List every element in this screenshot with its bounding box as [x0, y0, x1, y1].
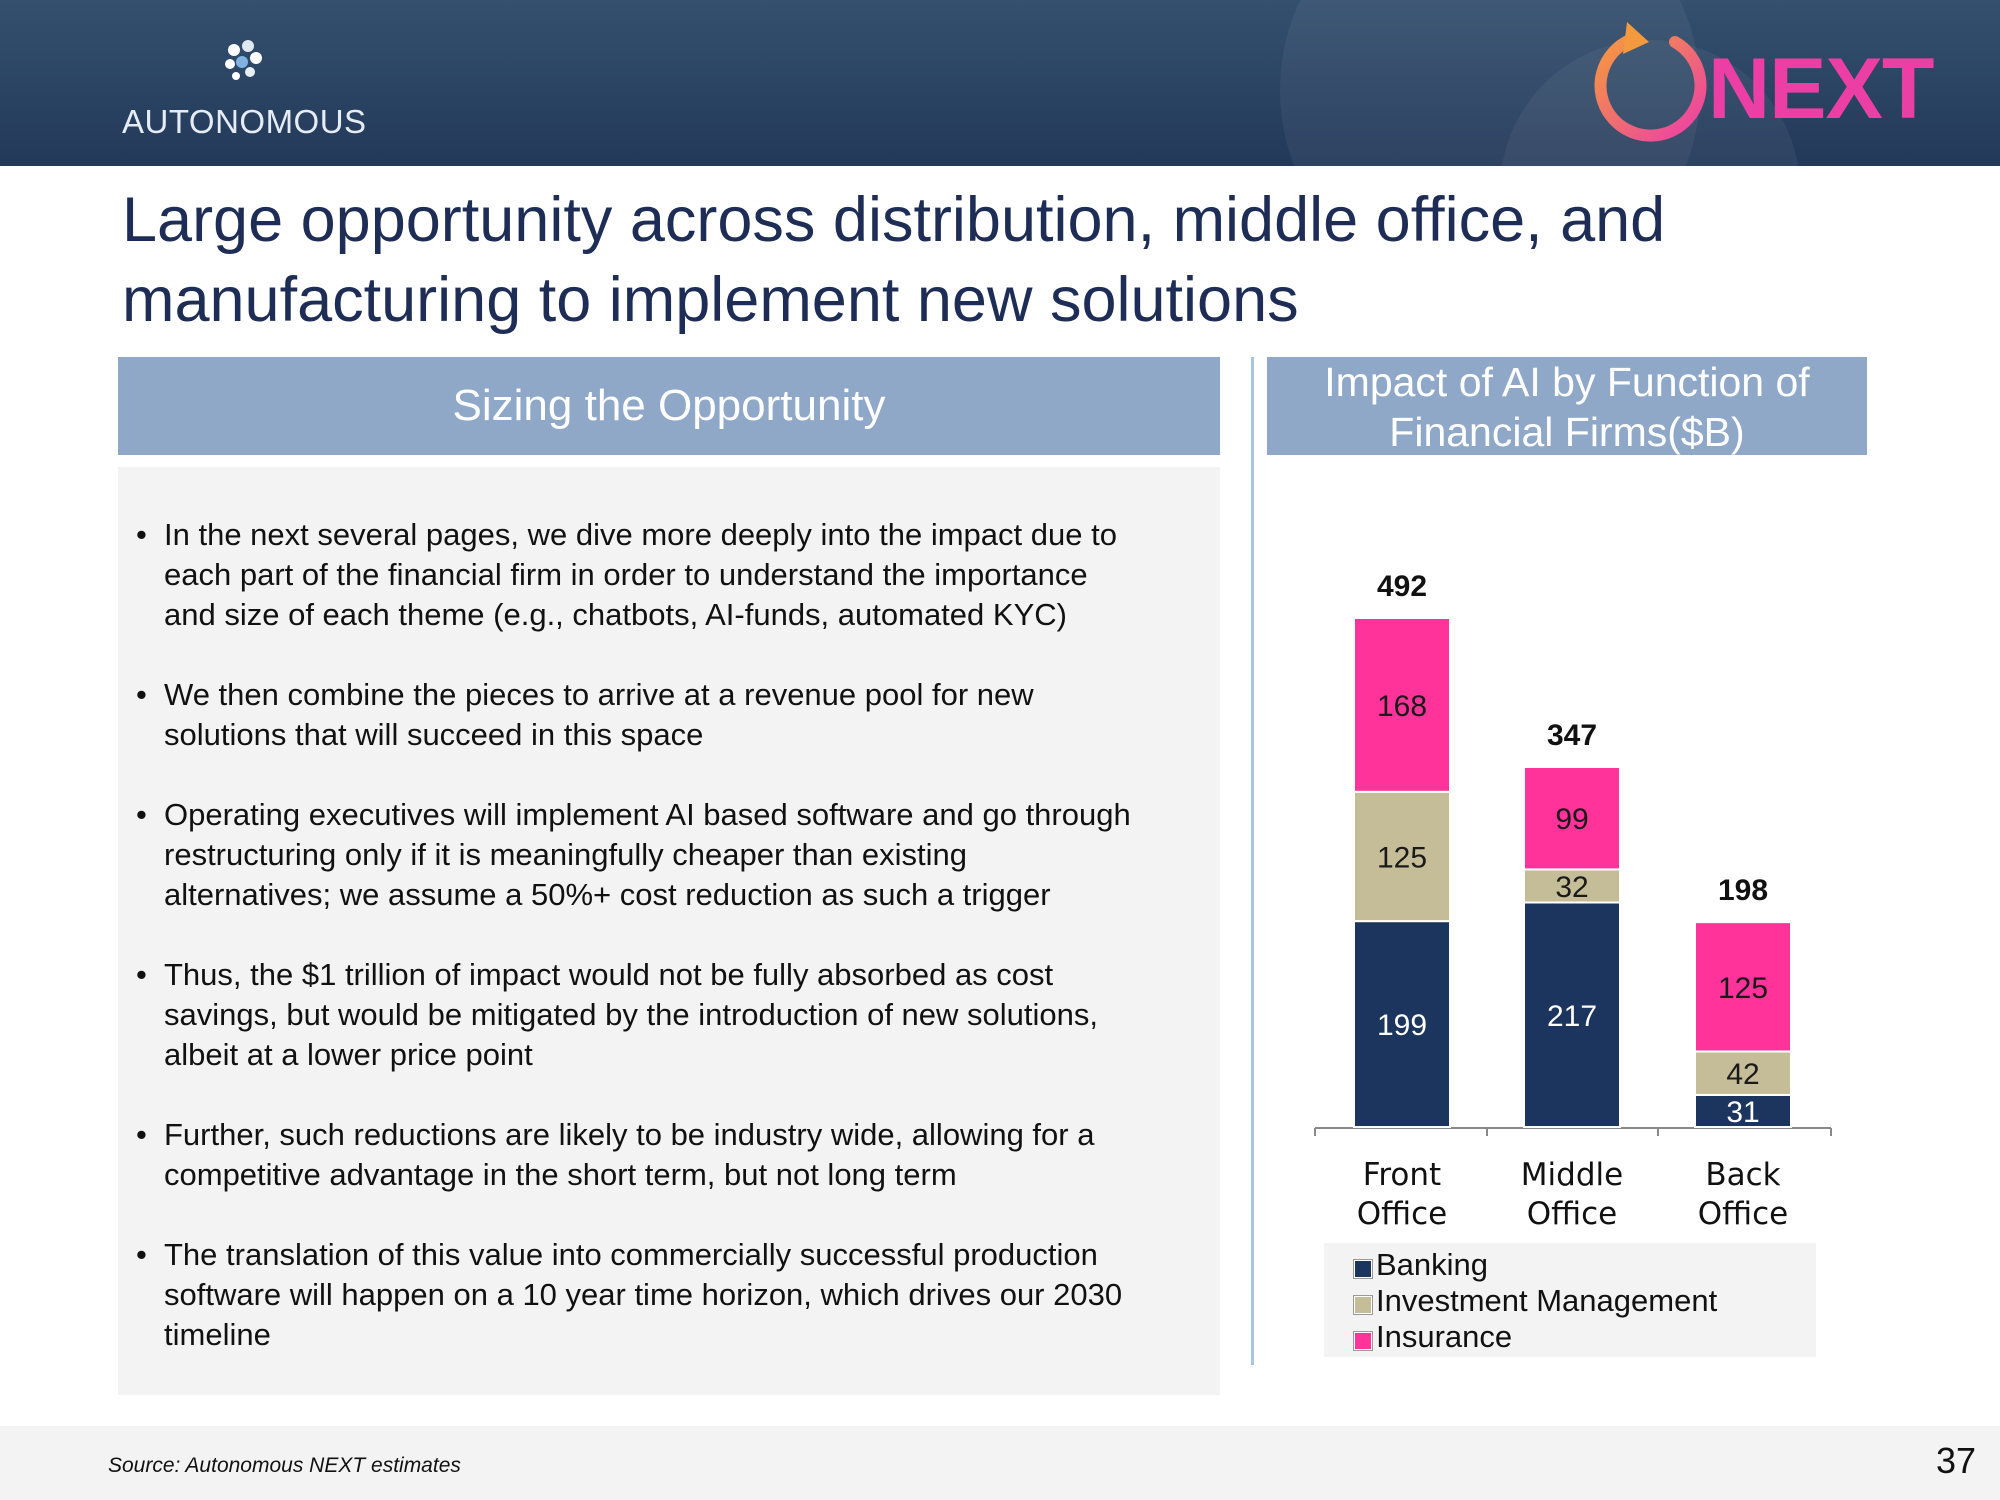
bar-total-label: 347: [1547, 719, 1597, 752]
bullet-line: each part of the financial firm in order…: [164, 557, 1088, 592]
legend-swatch: [1354, 1260, 1372, 1278]
text-panel: [118, 467, 1220, 1395]
bar-total-label: 492: [1377, 570, 1427, 603]
legend-label: Banking: [1376, 1247, 1489, 1282]
chart-title-line: Financial Firms($B): [1389, 409, 1745, 455]
bar-value-label: 217: [1547, 1000, 1597, 1033]
bar-segment-insurance: [1353, 617, 1451, 793]
next-logo-icon: [1594, 22, 1707, 142]
legend-swatch: [1354, 1296, 1372, 1314]
bullet-dot-icon: •: [136, 1117, 147, 1152]
bullet-item: • Operating executives will implement AI …: [122, 795, 1212, 915]
bullet-line: savings, but would be mitigated by the i…: [164, 997, 1098, 1032]
column-divider: [1251, 357, 1254, 1365]
autonomous-logo-icon: [225, 40, 262, 80]
bullet-item: • In the next several pages, we dive more…: [122, 515, 1212, 635]
bar-value-label: 31: [1726, 1096, 1759, 1129]
legend-item: Banking: [1354, 1247, 1489, 1283]
bar-segment-insurance: [1694, 921, 1792, 1053]
bar-value-label: 168: [1377, 690, 1427, 723]
bullet-line: timeline: [164, 1317, 271, 1352]
bullet-dot-icon: •: [136, 677, 147, 712]
page-number: 37: [1936, 1440, 1977, 1481]
bar-segment-banking: [1353, 920, 1451, 1129]
bullet-line: We then combine the pieces to arrive at …: [164, 677, 1034, 712]
bullet-item: • The translation of this value into comm…: [122, 1235, 1212, 1355]
bullet-line: In the next several pages, we dive more …: [164, 517, 1117, 552]
bar-value-label: 32: [1555, 871, 1588, 904]
chart-legend: Banking Investment Management Insurance: [1324, 1243, 1816, 1357]
title-line: manufacturing to implement new solutions: [122, 265, 1299, 335]
bar-segment-investment-management: [1523, 868, 1621, 904]
bullet-line: software will happen on a 10 year time h…: [164, 1277, 1123, 1312]
bar-total-label: 198: [1718, 874, 1768, 907]
legend-label: Investment Management: [1376, 1283, 1718, 1318]
legend-item: Insurance: [1354, 1319, 1513, 1355]
bullet-dot-icon: •: [136, 1237, 147, 1272]
page-title: Large opportunity across distribution, m…: [122, 180, 1882, 340]
bullet-line: The translation of this value into comme…: [164, 1237, 1098, 1272]
bar-segment-banking: [1694, 1093, 1792, 1128]
x-tick-label: Office: [1357, 1196, 1448, 1232]
stacked-bar-chart: 199125168492FrontOffice2173299347MiddleO…: [1314, 570, 1832, 1232]
bullet-item: • Thus, the $1 trillion of impact would n…: [122, 955, 1212, 1075]
bar-value-label: 199: [1377, 1009, 1427, 1042]
legend-swatch: [1354, 1332, 1372, 1350]
bar-segment-investment-management: [1694, 1050, 1792, 1096]
bar-value-label: 125: [1377, 841, 1427, 874]
chart-title: Impact of AI by Function of Financial Fi…: [1267, 357, 1867, 455]
bullet-line: Operating executives will implement AI b…: [164, 797, 1131, 832]
bullet-item: • Further, such reductions are likely to …: [122, 1115, 1212, 1195]
bar-value-label: 99: [1555, 803, 1588, 836]
x-tick-label: Office: [1527, 1196, 1618, 1232]
x-tick-label: Back: [1705, 1157, 1780, 1193]
header-banner: AUTONOMOUS NEXT: [0, 0, 2000, 166]
bullet-line: Thus, the $1 trillion of impact would no…: [164, 957, 1054, 992]
bar-segment-banking: [1523, 901, 1621, 1129]
bullet-dot-icon: •: [136, 797, 147, 832]
bullet-line: competitive advantage in the short term,…: [164, 1157, 957, 1192]
bullet-line: solutions that will succeed in this spac…: [164, 717, 704, 752]
bullet-line: restructuring only if it is meaningfully…: [164, 837, 967, 872]
bar-value-label: 42: [1726, 1058, 1759, 1091]
bullet-dot-icon: •: [136, 957, 147, 992]
bar-value-label: 125: [1718, 972, 1768, 1005]
bullet-line: and size of each theme (e.g., chatbots, …: [164, 597, 1067, 632]
bullet-line: Further, such reductions are likely to b…: [164, 1117, 1095, 1152]
sizing-opportunity-header: Sizing the Opportunity: [118, 357, 1220, 455]
x-tick-label: Office: [1698, 1196, 1789, 1232]
bar-segment-insurance: [1523, 765, 1621, 871]
bullet-list: • In the next several pages, we dive more…: [122, 515, 1212, 1395]
legend-item: Investment Management: [1354, 1283, 1718, 1319]
title-line: Large opportunity across distribution, m…: [122, 185, 1666, 255]
bullet-line: alternatives; we assume a 50%+ cost redu…: [164, 877, 1051, 912]
bullet-item: • We then combine the pieces to arrive at…: [122, 675, 1212, 755]
brand-name: AUTONOMOUS: [122, 103, 367, 140]
bullet-line: albeit at a lower price point: [164, 1037, 533, 1072]
bar-segment-investment-management: [1353, 790, 1451, 923]
source-note: Source: Autonomous NEXT estimates: [108, 1454, 461, 1477]
x-tick-label: Front: [1363, 1157, 1441, 1193]
next-wordmark: NEXT: [1708, 41, 1934, 137]
bullet-dot-icon: •: [136, 517, 147, 552]
legend-label: Insurance: [1376, 1319, 1513, 1354]
footer-bar: [0, 1426, 2000, 1500]
x-tick-label: Middle: [1521, 1157, 1623, 1193]
chart-title-line: Impact of AI by Function of: [1324, 359, 1810, 405]
